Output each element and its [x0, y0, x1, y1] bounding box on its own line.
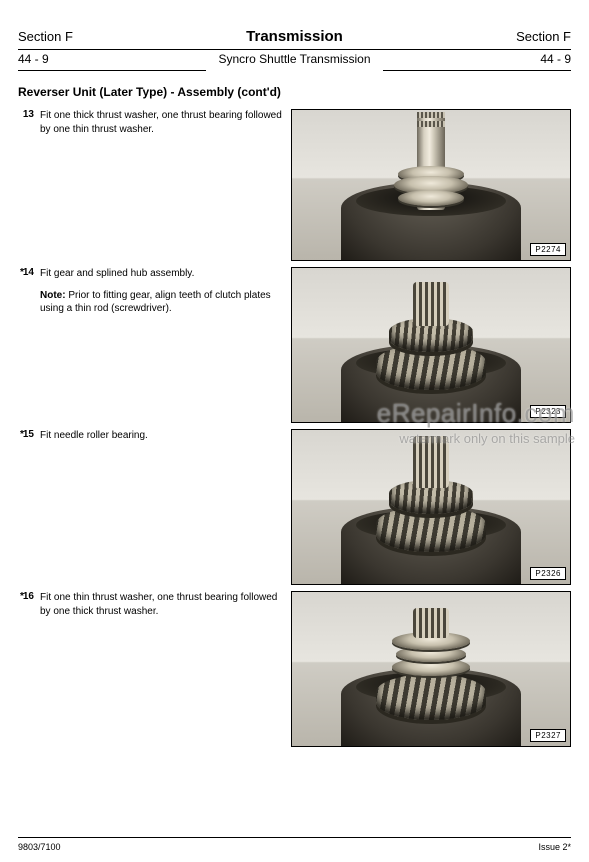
photo-tag: P2274 — [530, 243, 566, 256]
page-number-right: 44 - 9 — [540, 52, 571, 66]
step-text-column: 16 Fit one thin thrust washer, one thrus… — [18, 591, 291, 618]
step-image-column: P2274 — [291, 109, 571, 261]
step-text-column: 15 Fit needle roller bearing. — [18, 429, 291, 443]
step-text: Fit gear and splined hub assembly. Note:… — [40, 267, 283, 316]
subsection-title: Syncro Shuttle Transmission — [218, 52, 370, 66]
photo-tag: P2323 — [530, 405, 566, 418]
step-photo: P2327 — [291, 591, 571, 747]
footer-rule — [18, 837, 571, 838]
manual-title: Transmission — [246, 28, 343, 45]
section-right: Section F — [516, 29, 571, 44]
step-note: Note: Prior to fitting gear, align teeth… — [40, 289, 283, 316]
issue-number: Issue 2* — [538, 842, 571, 852]
step-text-column: 14 Fit gear and splined hub assembly. No… — [18, 267, 291, 316]
note-text: Prior to fitting gear, align teeth of cl… — [40, 290, 271, 315]
page-header: Section F Transmission Section F — [18, 28, 571, 45]
manual-page: Section F Transmission Section F 44 - 9 … — [0, 0, 589, 862]
step-number: 16 — [18, 591, 40, 602]
step-number: 15 — [18, 429, 40, 440]
step-photo: P2326 — [291, 429, 571, 585]
step-16: 16 Fit one thin thrust washer, one thrus… — [18, 591, 571, 747]
step-image-column: P2327 — [291, 591, 571, 747]
page-footer: 9803/7100 Issue 2* — [18, 842, 571, 852]
step-number: 13 — [18, 109, 40, 120]
step-text: Fit one thin thrust washer, one thrust b… — [40, 591, 283, 618]
step-number: 14 — [18, 267, 40, 278]
step-text: Fit one thick thrust washer, one thrust … — [40, 109, 283, 136]
photo-tag: P2326 — [530, 567, 566, 580]
step-instruction: Fit gear and splined hub assembly. — [40, 268, 194, 279]
step-15: 15 Fit needle roller bearing. P2326 — [18, 429, 571, 585]
step-13: 13 Fit one thick thrust washer, one thru… — [18, 109, 571, 261]
step-14: 14 Fit gear and splined hub assembly. No… — [18, 267, 571, 423]
section-left: Section F — [18, 29, 73, 44]
photo-tag: P2327 — [530, 729, 566, 742]
step-photo: P2323 — [291, 267, 571, 423]
page-number-left: 44 - 9 — [18, 52, 49, 66]
subheader-rule-right — [383, 70, 571, 71]
note-label: Note: — [40, 290, 66, 301]
step-text-column: 13 Fit one thick thrust washer, one thru… — [18, 109, 291, 136]
subheader-rule-left — [18, 70, 206, 71]
step-image-column: P2323 — [291, 267, 571, 423]
step-text: Fit needle roller bearing. — [40, 429, 148, 443]
procedure-title: Reverser Unit (Later Type) - Assembly (c… — [18, 85, 571, 99]
step-photo: P2274 — [291, 109, 571, 261]
doc-number: 9803/7100 — [18, 842, 61, 852]
page-subheader: 44 - 9 Syncro Shuttle Transmission 44 - … — [18, 52, 571, 66]
step-image-column: P2326 — [291, 429, 571, 585]
header-rule — [18, 49, 571, 50]
